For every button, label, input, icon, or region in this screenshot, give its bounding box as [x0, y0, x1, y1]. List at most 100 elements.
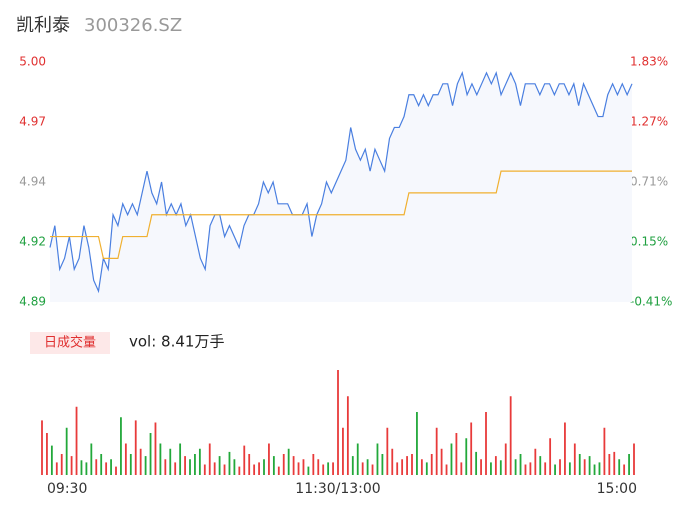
volume-bar: [524, 464, 527, 475]
volume-bar: [376, 443, 379, 475]
volume-bar: [519, 454, 522, 475]
volume-bar: [608, 454, 611, 475]
volume-bar: [41, 420, 43, 475]
volume-bar: [401, 459, 404, 475]
volume-bar: [529, 462, 532, 475]
volume-bar: [539, 456, 542, 475]
volume-bar: [420, 459, 423, 475]
volume-bar: [90, 443, 93, 475]
volume-bar: [302, 459, 305, 475]
y-tick-label: 4.92: [19, 235, 46, 249]
volume-bar: [120, 417, 122, 475]
volume-bar: [154, 422, 157, 475]
volume-bar: [184, 456, 186, 475]
volume-bar: [578, 454, 581, 475]
volume-bar: [233, 459, 236, 475]
volume-bar: [65, 427, 68, 475]
volume-bar: [129, 454, 132, 475]
price-line: [49, 71, 633, 294]
volume-bar: [430, 454, 433, 475]
volume-bar: [534, 448, 537, 475]
volume-bar: [470, 422, 473, 475]
volume-bar: [342, 427, 344, 475]
y-tick-label: 4.89: [19, 295, 46, 309]
volume-bar: [381, 454, 384, 475]
volume-bar: [494, 456, 497, 475]
volume-bar: [628, 454, 630, 475]
volume-bar: [633, 443, 635, 475]
volume-bar: [460, 462, 463, 475]
volume-bar: [603, 427, 606, 475]
volume-bar: [115, 466, 117, 475]
volume-bar: [198, 448, 201, 475]
volume-bar: [588, 456, 591, 475]
volume-bar: [307, 466, 310, 475]
volume-bar: [593, 464, 596, 475]
volume-bar: [549, 438, 552, 475]
volume-bar: [60, 454, 63, 475]
volume-bar: [406, 456, 408, 475]
volume-bar: [504, 443, 507, 475]
volume-bar: [85, 462, 88, 475]
volume-bar: [208, 443, 211, 475]
y2-tick-label: -0.41%: [630, 295, 672, 309]
volume-bar: [228, 451, 231, 475]
volume-bar: [564, 422, 566, 475]
volume-bar: [174, 462, 177, 475]
volume-bar: [110, 459, 112, 475]
volume-bar: [568, 462, 571, 475]
volume-bar: [253, 464, 256, 475]
volume-bar: [50, 445, 53, 475]
volume-bar: [623, 464, 626, 475]
x-tick-label: 09:30: [47, 481, 87, 497]
volume-bar: [322, 464, 325, 475]
volume-bar: [312, 454, 315, 475]
average-line: [50, 170, 632, 259]
volume-bar: [445, 464, 448, 475]
y2-tick-label: 1.27%: [630, 115, 668, 129]
volume-bar: [386, 427, 389, 475]
price-area: [50, 72, 632, 302]
volume-bar: [391, 448, 394, 475]
y-tick-label: 4.97: [19, 115, 46, 129]
volume-bar: [169, 448, 172, 475]
volume-bar: [361, 462, 364, 475]
volume-bar: [490, 462, 492, 475]
volume-bar: [396, 462, 399, 475]
volume-bar: [100, 454, 103, 475]
volume-bar: [583, 459, 586, 475]
volume-bar: [509, 396, 512, 475]
y-tick-label: 5.00: [19, 55, 46, 69]
volume-bar: [258, 462, 260, 475]
volume-bar: [465, 438, 468, 475]
legend-box: [30, 332, 110, 354]
volume-bar: [238, 466, 241, 475]
volume-bar: [159, 443, 162, 475]
volume-bar: [499, 460, 502, 475]
volume-bar: [425, 462, 428, 475]
volume-bar: [203, 464, 206, 475]
volume-bar: [573, 443, 576, 475]
volume-bar: [268, 443, 270, 475]
volume-bar: [179, 443, 182, 475]
stock-code: 300326.SZ: [84, 15, 182, 36]
volume-bar: [263, 459, 265, 475]
volume-bar: [435, 427, 438, 475]
volume-bar: [613, 451, 616, 475]
volume-bar: [287, 448, 290, 475]
volume-bar: [277, 466, 280, 475]
volume-bar: [139, 448, 142, 475]
volume-bar: [346, 396, 349, 475]
volume-bar: [327, 462, 330, 475]
x-tick-label: 15:00: [597, 481, 637, 497]
volume-bar: [440, 448, 443, 475]
volume-bar: [598, 462, 601, 475]
volume-bar: [134, 420, 137, 475]
volume-bar: [351, 456, 354, 475]
volume-bar: [80, 460, 83, 475]
volume-bar: [194, 454, 196, 475]
volume-bar: [149, 433, 152, 475]
volume-bar: [554, 464, 556, 475]
volume-bar: [416, 412, 418, 475]
